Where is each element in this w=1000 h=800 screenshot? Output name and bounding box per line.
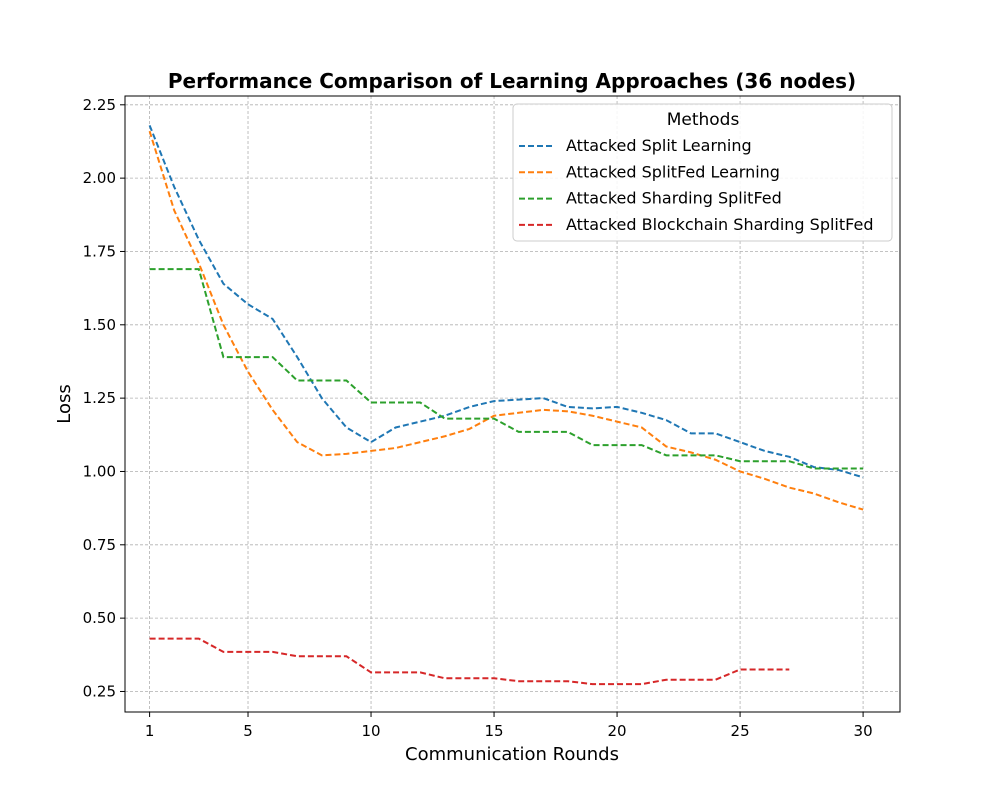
legend-title: Methods xyxy=(667,110,740,130)
x-tick-label: 5 xyxy=(243,722,253,740)
y-axis-label: Loss xyxy=(54,384,75,423)
series-lines xyxy=(148,124,864,686)
plot-area-frame xyxy=(124,95,901,713)
y-tick-label: 1.25 xyxy=(83,389,116,407)
series-line-1 xyxy=(148,124,864,479)
legend-entry-label: Attacked Split Learning xyxy=(566,136,752,155)
x-tick-label: 30 xyxy=(854,722,873,740)
x-tick-label: 25 xyxy=(731,722,750,740)
legend: Methods Attacked Split LearningAttacked … xyxy=(512,103,893,242)
legend-entry-label: Attacked SplitFed Learning xyxy=(566,162,780,181)
x-tick-label: 15 xyxy=(485,722,504,740)
axis-ticks: 1 5 10 15 20 25 300.250.500.751.001.251.501.75… xyxy=(83,96,873,740)
chart-title: Performance Comparison of Learning Appro… xyxy=(168,69,856,93)
y-tick-label: 0.75 xyxy=(83,536,116,554)
series-line-4 xyxy=(149,637,790,686)
series-line-2 xyxy=(148,130,864,511)
series-line-3 xyxy=(149,268,864,470)
y-tick-label: 1.75 xyxy=(83,242,116,260)
legend-entry-label: Attacked Blockchain Sharding SplitFed xyxy=(566,215,873,234)
y-tick-label: 2.00 xyxy=(83,169,116,187)
y-tick-label: 0.25 xyxy=(83,682,116,700)
x-tick-label: 20 xyxy=(608,722,627,740)
legend-items: Attacked Split Learning Attacked SplitFed… xyxy=(519,136,873,234)
legend-entry-label: Attacked Sharding SplitFed xyxy=(566,189,782,208)
y-tick-label: 0.50 xyxy=(83,609,116,627)
y-tick-label: 1.00 xyxy=(83,462,116,480)
x-tick-label: 1 xyxy=(145,722,155,740)
y-tick-label: 2.25 xyxy=(83,96,116,114)
x-tick-label: 10 xyxy=(361,722,380,740)
x-axis-label: Communication Rounds xyxy=(405,744,619,765)
y-tick-label: 1.50 xyxy=(83,316,116,334)
legend-box xyxy=(512,103,893,242)
